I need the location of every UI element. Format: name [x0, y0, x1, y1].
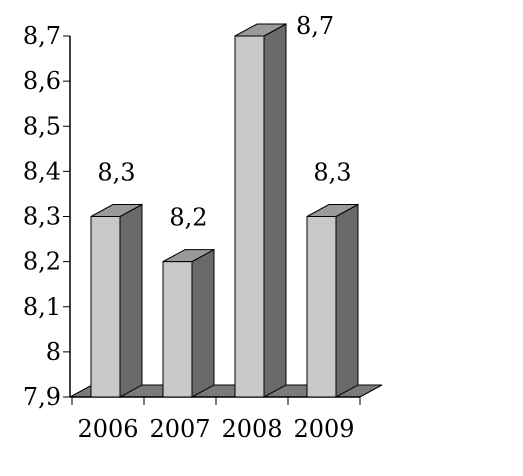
labels: 8,3 2006 8,2 2007 8,7 2008 8,3 2009 — [77, 12, 354, 443]
y-tick-label: 8,6 — [23, 67, 61, 95]
chart-axes: 7,9 8 8,1 8,2 8,3 8,4 8,5 8,6 8,7 — [23, 22, 361, 411]
bar — [234, 23, 287, 398]
bar-side-face — [119, 203, 143, 398]
bar — [162, 248, 215, 398]
data-label: 8,7 — [296, 12, 334, 40]
data-label: 8,3 — [313, 159, 351, 187]
data-label: 8,2 — [169, 204, 207, 232]
y-tick-label: 8,3 — [23, 203, 61, 231]
bars — [90, 23, 359, 398]
category-label: 2007 — [149, 415, 210, 443]
y-tick-label: 7,9 — [23, 383, 61, 411]
category-label: 2006 — [77, 415, 138, 443]
bar — [306, 203, 359, 398]
bar-side-face — [335, 203, 359, 398]
category-label: 2009 — [293, 415, 354, 443]
bar-front-face — [90, 216, 121, 398]
bar-side-face — [263, 23, 287, 398]
bar — [90, 203, 143, 398]
bar-front-face — [234, 35, 265, 398]
y-tick-label: 8,1 — [23, 293, 61, 321]
y-tick-label: 8,5 — [23, 112, 61, 140]
bar-side-face — [191, 248, 215, 398]
category-label: 2008 — [221, 415, 282, 443]
y-tick-label: 8,4 — [23, 157, 61, 185]
y-tick-label: 8,7 — [23, 22, 61, 50]
data-label: 8,3 — [97, 159, 135, 187]
y-tick-label: 8,2 — [23, 248, 61, 276]
bar-front-face — [162, 261, 193, 398]
bar-front-face — [306, 216, 337, 398]
y-tick-label: 8 — [46, 338, 61, 366]
